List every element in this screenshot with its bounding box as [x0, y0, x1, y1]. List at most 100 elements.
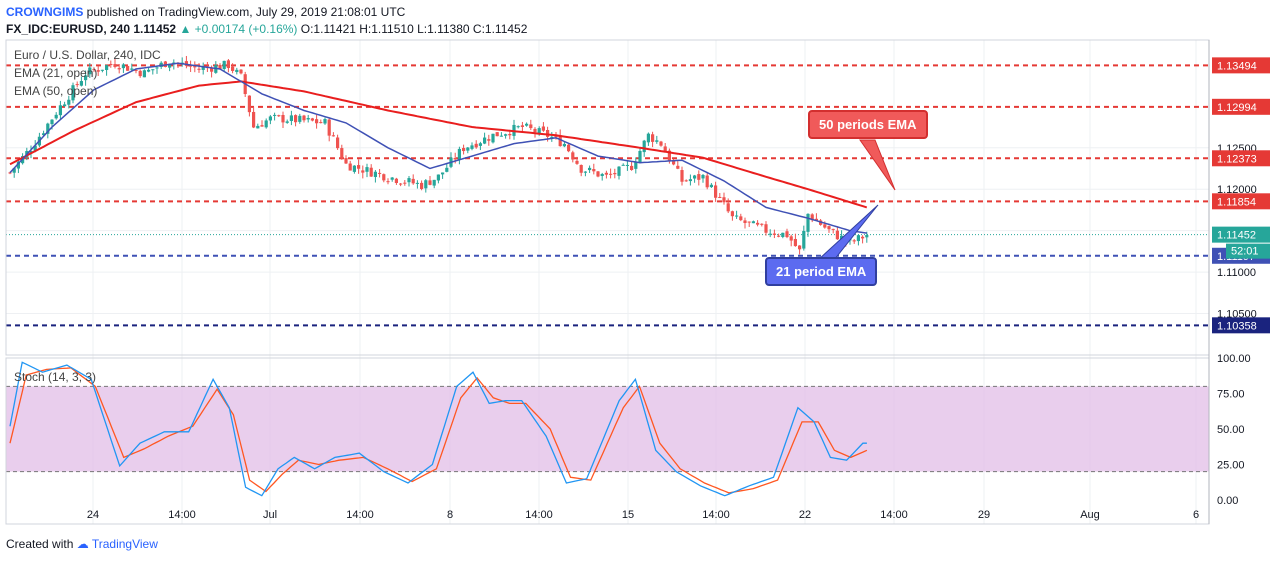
candle-body: [235, 69, 239, 73]
candle-body: [823, 224, 827, 228]
candle-body: [16, 161, 20, 169]
x-tick-label: 6: [1193, 509, 1199, 521]
candle-body: [705, 175, 709, 188]
level-badge: [1212, 98, 1270, 115]
candle-body: [558, 135, 562, 147]
candle-body: [12, 168, 16, 173]
symbol-line: FX_IDC:EURUSD, 240 1.11452 ▲ +0.00174 (+…: [6, 22, 527, 36]
candle-body: [756, 222, 760, 225]
candle-body: [298, 115, 302, 122]
level-badge: [1212, 317, 1270, 334]
candle-body: [609, 173, 613, 175]
level-badge-label: 1.10358: [1217, 320, 1257, 332]
candle-body: [466, 147, 470, 151]
candle-body: [67, 99, 71, 105]
candle-body: [84, 75, 88, 81]
candle-body: [378, 172, 382, 174]
candle-body: [655, 140, 659, 142]
candle-body: [121, 64, 125, 69]
candle-body: [491, 133, 495, 143]
candle-body: [487, 139, 491, 141]
candle-body: [264, 120, 268, 128]
stoch-y-tick: 0.00: [1217, 495, 1238, 507]
candle-body: [504, 134, 508, 136]
ema50-line: [9, 80, 868, 209]
candle-body: [688, 179, 692, 182]
candle-body: [352, 165, 356, 172]
candle-body: [709, 184, 713, 188]
candle-body: [273, 114, 277, 116]
candle-body: [399, 183, 403, 185]
candle-body: [483, 137, 487, 144]
candle-body: [382, 174, 386, 181]
countdown-badge: [1226, 243, 1270, 259]
tradingview-logo-icon[interactable]: ☁: [76, 537, 89, 551]
candle-body: [445, 167, 449, 172]
price-pane-frame: [5, 39, 1210, 356]
candle-body: [856, 235, 860, 242]
current-price-label: 1.11452: [1217, 230, 1256, 242]
publish-line: CROWNGIMS published on TradingView.com, …: [6, 5, 405, 19]
candle-body: [701, 175, 705, 179]
x-tick-label: 24: [87, 509, 99, 521]
candle-body: [142, 70, 146, 78]
candle-body: [189, 65, 193, 67]
candle-body: [693, 175, 697, 179]
candle-body: [814, 218, 818, 221]
candle-body: [684, 180, 688, 182]
candle-body: [667, 150, 671, 162]
x-tick-label: 14:00: [880, 509, 908, 521]
footer-brand[interactable]: TradingView: [91, 537, 158, 551]
candle-body: [613, 172, 617, 175]
candle-body: [840, 235, 844, 240]
candle-body: [676, 165, 680, 169]
candle-body: [256, 125, 260, 129]
ema21-callout: 21 period EMA: [765, 257, 878, 286]
candle-body: [390, 177, 394, 180]
stoch-y-tick: 75.00: [1217, 389, 1245, 401]
x-tick-label: 14:00: [525, 509, 553, 521]
stoch-y-tick: 100.00: [1217, 353, 1251, 365]
candle-body: [428, 180, 432, 185]
candle-body: [567, 144, 571, 152]
candle-body: [764, 224, 768, 233]
candle-body: [436, 174, 440, 181]
candle-body: [592, 169, 596, 172]
candle-body: [743, 220, 747, 223]
candle-body: [457, 148, 461, 160]
candle-body: [231, 66, 235, 71]
candle-body: [319, 122, 323, 124]
x-tick-label: 29: [978, 509, 990, 521]
publish-info: published on TradingView.com, July 29, 2…: [86, 5, 406, 19]
author-name[interactable]: CROWNGIMS: [6, 5, 84, 19]
candle-body: [210, 68, 214, 72]
last-price: 1.11452: [133, 22, 177, 36]
candle-body: [735, 215, 739, 217]
candle-body: [777, 235, 781, 237]
candle-body: [617, 166, 621, 176]
stochastic-pane: [6, 361, 1209, 497]
candle-body: [46, 123, 50, 134]
candle-body: [621, 164, 625, 166]
ema-lines: [9, 62, 896, 261]
x-tick-label: Jul: [263, 509, 277, 521]
candle-body: [600, 174, 604, 177]
ema50-legend: EMA (50, open): [14, 84, 98, 98]
stoch-d-line: [9, 367, 868, 494]
price-change: +0.00174 (+0.16%): [194, 22, 298, 36]
candle-body: [495, 132, 499, 137]
candle-body: [407, 178, 411, 183]
candle-body: [197, 68, 201, 70]
candle-body: [638, 150, 642, 163]
candle-body: [571, 152, 575, 160]
level-badge: [1212, 150, 1270, 167]
candle-body: [730, 211, 734, 217]
candle-body: [117, 68, 121, 70]
current-price-badge: [1212, 226, 1270, 243]
candle-body: [42, 133, 46, 136]
candle-body: [336, 137, 340, 149]
candle-body: [424, 180, 428, 189]
candle-body: [596, 171, 600, 177]
ohlc-values: O:1.11421 H:1.11510 L:1.11380 C:1.11452: [300, 22, 528, 36]
